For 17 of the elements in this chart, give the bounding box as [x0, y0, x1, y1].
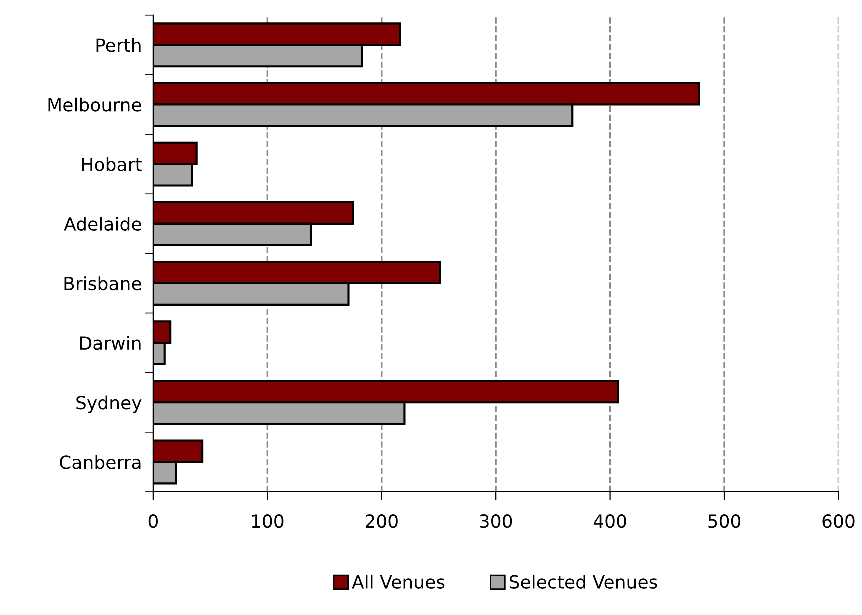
- legend-label: Selected Venues: [510, 574, 658, 589]
- y-tick-label: Sydney: [76, 396, 142, 414]
- x-tick-label: 300: [480, 514, 512, 528]
- x-tick-label: 600: [822, 514, 855, 528]
- y-tick-label: Adelaide: [64, 217, 142, 232]
- x-tick-label: 0: [148, 514, 158, 528]
- x-tick-label: 400: [594, 514, 626, 528]
- x-tick-label: 500: [708, 514, 741, 528]
- y-tick-label: Brisbane: [64, 276, 142, 291]
- x-tick-label: 200: [366, 514, 398, 528]
- y-tick-label: Canberra: [60, 455, 141, 470]
- y-tick-label: Hobart: [82, 157, 142, 172]
- x-tick-label: 100: [252, 514, 284, 528]
- y-tick-label: Darwin: [80, 336, 141, 350]
- legend-label: All Venues: [352, 574, 445, 589]
- y-tick-label: Melbourne: [48, 98, 142, 112]
- y-tick-label: Perth: [96, 38, 141, 52]
